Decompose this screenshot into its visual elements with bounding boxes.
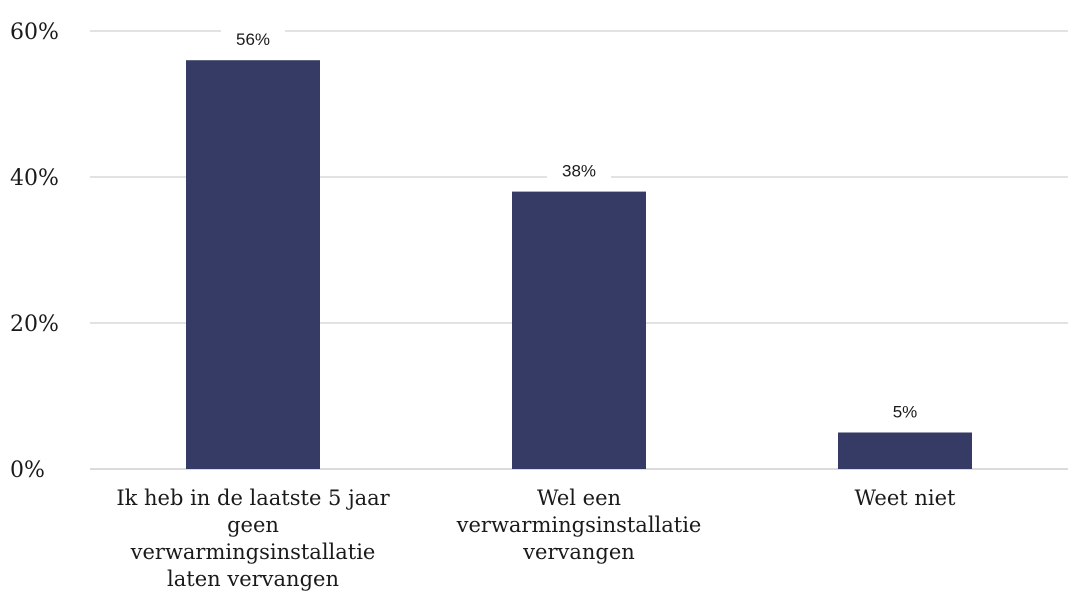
y-tick-label: 60% <box>10 20 59 45</box>
data-label: 38% <box>562 162 596 181</box>
data-label: 56% <box>236 30 270 49</box>
bar <box>512 191 646 469</box>
data-label-background <box>547 158 611 183</box>
data-label-background <box>221 27 285 52</box>
bars <box>186 60 972 469</box>
x-tick-label: Weet niet <box>855 486 957 510</box>
y-tick-label: 40% <box>10 166 59 191</box>
x-tick-label: Ik heb in de laatste 5 jaar geen verwarmin… <box>116 486 390 591</box>
y-tick-label: 0% <box>10 458 45 483</box>
data-label-background <box>873 399 937 424</box>
data-label: 5% <box>893 403 918 422</box>
bar <box>838 432 972 469</box>
y-tick-label: 20% <box>10 312 59 337</box>
x-tick-label: Wel een verwarmingsinstallatie vervangen <box>456 486 702 564</box>
x-axis-labels: Ik heb in de laatste 5 jaar geen verwarmin… <box>116 486 956 591</box>
bar <box>186 60 320 469</box>
data-labels: 56% 38% 5% <box>221 27 937 424</box>
y-axis-ticks: 0% 20% 40% 60% <box>10 20 59 483</box>
